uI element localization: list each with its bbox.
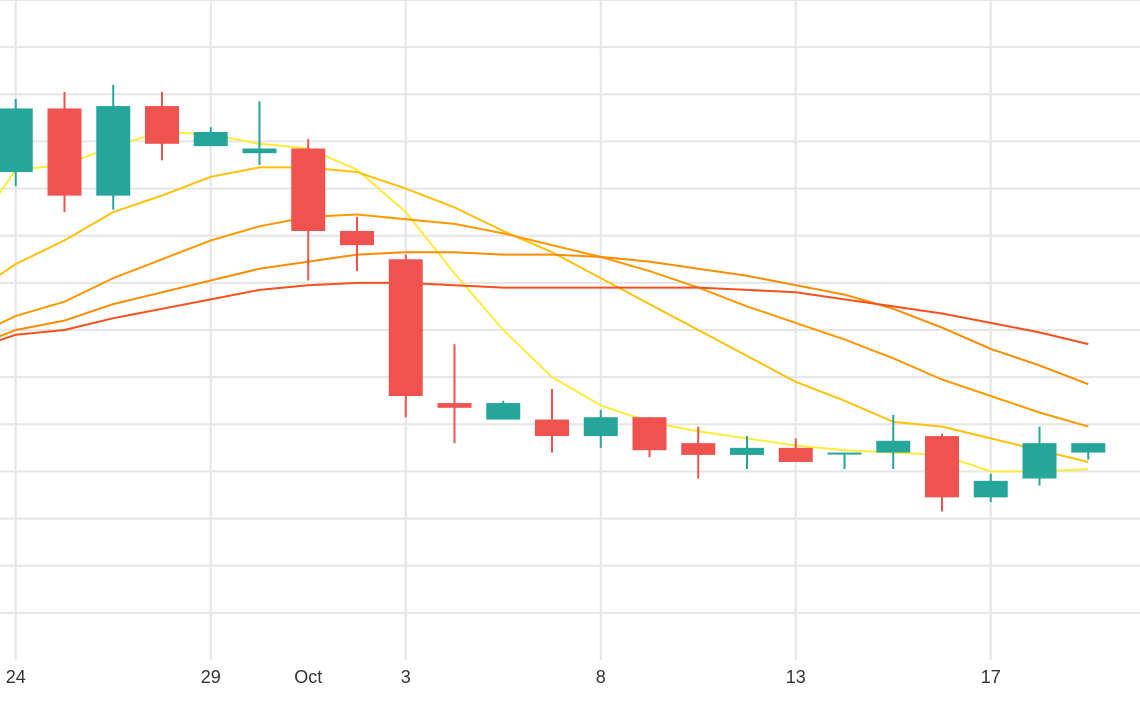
candle-body — [778, 447, 813, 462]
candle-body — [96, 106, 131, 196]
x-tick-label: 3 — [401, 667, 411, 687]
candle — [535, 388, 569, 453]
candle — [437, 344, 472, 444]
candle — [486, 400, 521, 420]
candle-body — [388, 259, 423, 396]
candle — [876, 414, 911, 470]
moving-average-line-5 — [0, 281, 1089, 346]
candle-body — [437, 403, 472, 408]
moving-average-line-2 — [0, 166, 1089, 463]
candle-body — [193, 132, 228, 147]
candle — [1071, 443, 1106, 460]
candle — [681, 426, 716, 479]
candle-body — [925, 436, 959, 498]
candle-body — [827, 452, 862, 455]
candle — [925, 433, 959, 512]
candle — [340, 216, 374, 272]
candle — [96, 84, 131, 210]
x-tick-label: 13 — [786, 667, 806, 687]
candle-body — [242, 148, 277, 154]
candle-body — [145, 106, 179, 144]
x-tick-label: 17 — [981, 667, 1001, 687]
candle-body — [0, 108, 33, 173]
candle — [778, 438, 813, 462]
candle — [632, 417, 667, 458]
candle — [730, 436, 764, 470]
x-tick-label: 29 — [201, 667, 221, 687]
x-tick-label: Oct — [294, 667, 322, 687]
candle — [47, 91, 82, 213]
candle — [242, 101, 277, 165]
candle-body — [973, 480, 1008, 498]
candle — [145, 91, 179, 161]
moving-average-line-3 — [0, 213, 1089, 428]
candle-body — [1022, 443, 1057, 479]
candle — [0, 99, 33, 187]
x-tick-label: 8 — [596, 667, 606, 687]
candle-body — [583, 417, 618, 437]
candle — [973, 473, 1008, 503]
candle-body — [291, 148, 326, 231]
candles — [0, 84, 1106, 512]
candle — [827, 452, 862, 470]
candle-body — [535, 419, 569, 437]
candle-body — [730, 447, 764, 455]
candle-body — [632, 417, 667, 451]
grid — [0, 0, 1140, 660]
candle — [1022, 426, 1057, 486]
x-tick-label: 24 — [6, 667, 26, 687]
candle-body — [486, 403, 521, 420]
candle-body — [340, 231, 374, 246]
moving-average-lines — [0, 131, 1089, 473]
candle-body — [47, 108, 82, 196]
candle — [583, 410, 618, 448]
x-axis: 24 29 Oct 3 8 13 17 — [6, 667, 1001, 687]
candle-body — [1071, 443, 1106, 453]
candle-body — [876, 440, 911, 453]
candle — [388, 254, 423, 418]
moving-average-line-4 — [0, 251, 1089, 386]
candle — [193, 127, 228, 147]
candle — [291, 139, 326, 281]
candle-body — [681, 443, 716, 455]
